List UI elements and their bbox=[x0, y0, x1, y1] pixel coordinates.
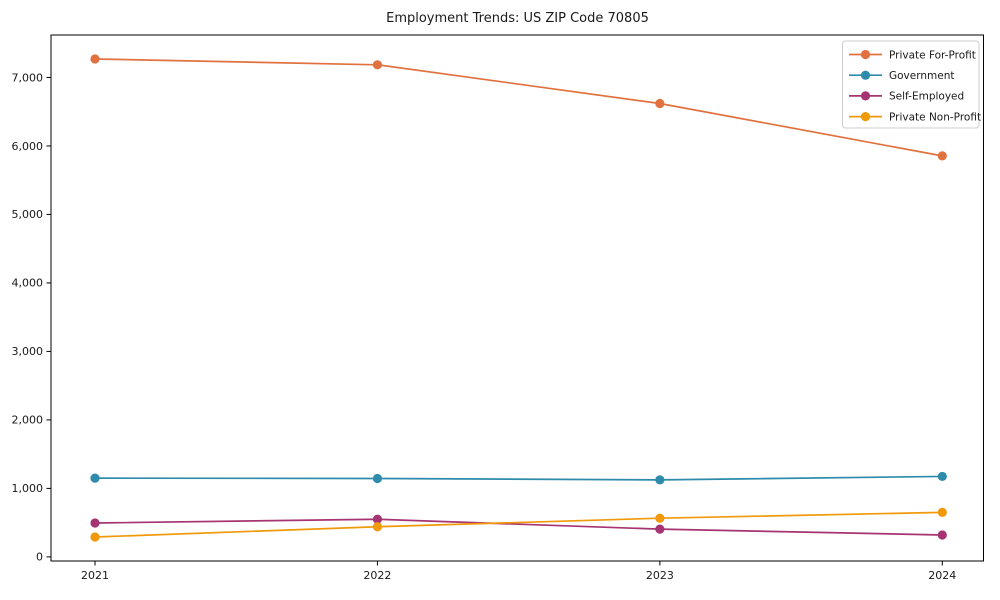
y-tick-label: 0 bbox=[36, 551, 43, 564]
series-line bbox=[94, 475, 943, 481]
series-line bbox=[94, 58, 943, 157]
data-point bbox=[655, 524, 665, 534]
legend-box bbox=[842, 40, 980, 129]
data-point bbox=[372, 60, 383, 70]
legend-marker-icon bbox=[860, 91, 871, 101]
legend-item-government: Government bbox=[849, 70, 954, 82]
series-government bbox=[90, 471, 947, 485]
x-tick-label: 2022 bbox=[363, 569, 391, 582]
legend: Private For-Profit Government Self-Employe… bbox=[842, 40, 981, 129]
x-tick-label: 2024 bbox=[928, 569, 956, 582]
legend-marker-icon bbox=[860, 49, 871, 60]
x-tick-label: 2023 bbox=[646, 569, 674, 582]
legend-marker-icon bbox=[860, 70, 871, 80]
y-tick-label: 5,000 bbox=[12, 208, 44, 221]
x-axis: 2021 2022 2023 2024 bbox=[81, 561, 956, 582]
data-point bbox=[655, 98, 665, 109]
series-self-employed bbox=[90, 514, 947, 540]
data-point bbox=[937, 530, 947, 540]
legend-marker-icon bbox=[860, 112, 871, 122]
plot-frame bbox=[50, 34, 984, 562]
data-point bbox=[937, 471, 947, 482]
legend-item-private-non-profit: Private Non-Profit bbox=[849, 111, 981, 123]
legend-item-self-employed: Self-Employed bbox=[849, 91, 964, 103]
data-point bbox=[937, 507, 947, 517]
data-point bbox=[937, 151, 947, 161]
y-tick-label: 7,000 bbox=[12, 71, 44, 84]
data-point bbox=[90, 473, 100, 483]
y-tick-label: 2,000 bbox=[12, 414, 44, 427]
x-tick-label: 2021 bbox=[81, 569, 109, 582]
data-point bbox=[655, 513, 665, 523]
legend-label: Private For-Profit bbox=[889, 49, 976, 61]
series-line bbox=[94, 518, 943, 536]
legend-label: Self-Employed bbox=[889, 91, 964, 103]
data-point bbox=[372, 522, 383, 532]
legend-item-private-for-profit: Private For-Profit bbox=[849, 49, 976, 61]
series-private-non-profit bbox=[90, 507, 947, 542]
data-point bbox=[90, 54, 100, 64]
series-line bbox=[94, 511, 943, 538]
data-point bbox=[372, 473, 383, 484]
data-point bbox=[90, 518, 100, 528]
y-tick-label: 3,000 bbox=[12, 345, 44, 358]
y-tick-label: 4,000 bbox=[12, 277, 44, 290]
series-private-for-profit bbox=[90, 54, 947, 161]
y-tick-label: 1,000 bbox=[12, 482, 44, 495]
chart-title: Employment Trends: US ZIP Code 70805 bbox=[386, 11, 649, 26]
legend-label: Government bbox=[889, 70, 954, 82]
y-axis: 0 1,000 2,000 3,000 4,000 5,000 6,000 7,000 bbox=[12, 71, 51, 564]
data-point bbox=[90, 532, 100, 542]
legend-label: Private Non-Profit bbox=[889, 111, 981, 123]
data-point bbox=[372, 514, 383, 524]
y-tick-label: 6,000 bbox=[12, 140, 44, 153]
data-point bbox=[655, 475, 665, 485]
